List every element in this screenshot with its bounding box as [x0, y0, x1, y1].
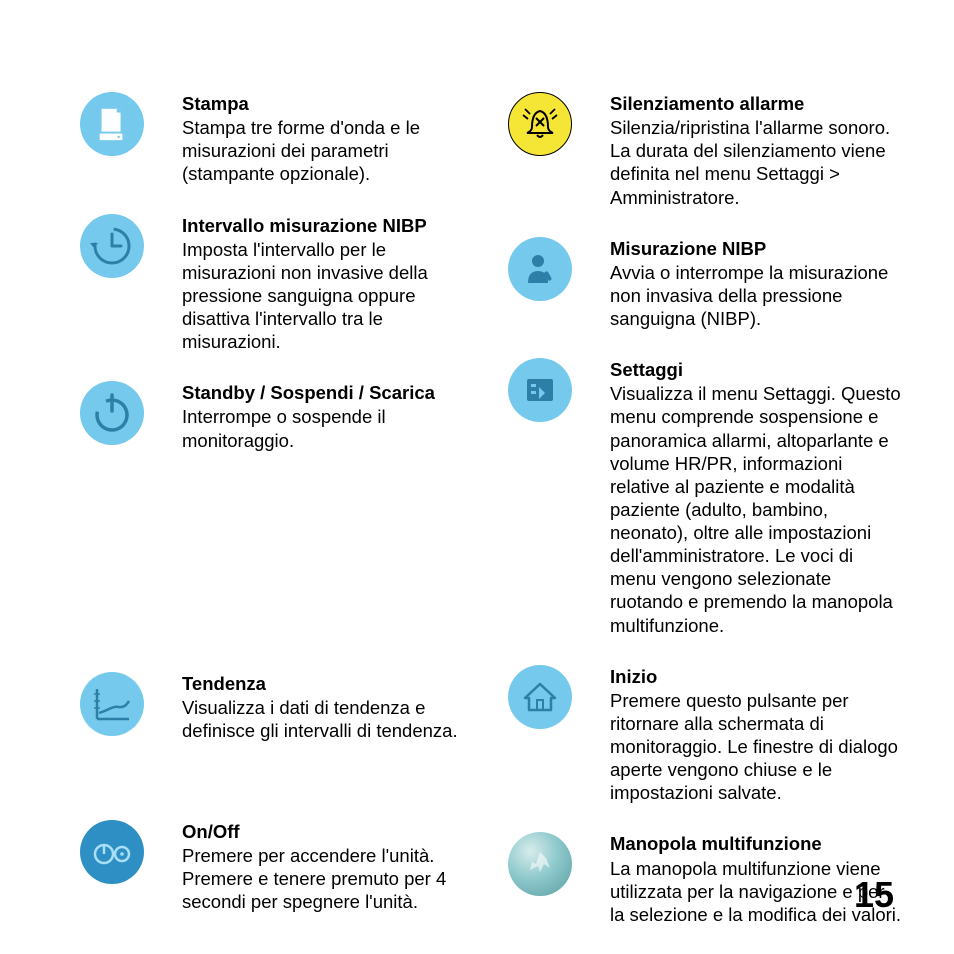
entry-stampa: Stampa Stampa tre forme d'onda e le misu…: [78, 90, 476, 186]
entry-title: Inizio: [610, 665, 904, 688]
entry-desc: Imposta l'intervallo per le misurazioni …: [182, 238, 476, 354]
entry-inizio: Inizio Premere questo pulsante per ritor…: [506, 663, 904, 805]
onoff-icon: [78, 818, 146, 886]
home-icon: [506, 663, 574, 731]
entry-nibp-interval: Intervallo misurazione NIBP Imposta l'in…: [78, 212, 476, 354]
entry-settaggi: Settaggi Visualizza il menu Settaggi. Qu…: [506, 356, 904, 637]
print-icon: [78, 90, 146, 158]
entry-knob: Manopola multifunzione La manopola multi…: [506, 830, 904, 926]
entry-title: Intervallo misurazione NIBP: [182, 214, 476, 237]
entry-desc: Visualizza i dati di tendenza e definisc…: [182, 696, 476, 742]
entry-silenziamento: Silenziamento allarme Silenzia/ripristin…: [506, 90, 904, 209]
page-number: 15: [854, 874, 894, 916]
entry-title: Misurazione NIBP: [610, 237, 904, 260]
entry-tendenza: Tendenza Visualizza i dati di tendenza e…: [78, 670, 476, 742]
entry-desc: Silenzia/ripristina l'allarme sonoro. La…: [610, 116, 904, 209]
entry-standby: Standby / Sospendi / Scarica Interrompe …: [78, 379, 476, 451]
clock-interval-icon: [78, 212, 146, 280]
alarm-silence-icon: [506, 90, 574, 158]
trend-icon: [78, 670, 146, 738]
entry-title: Settaggi: [610, 358, 904, 381]
entry-title: Standby / Sospendi / Scarica: [182, 381, 476, 404]
left-column: Stampa Stampa tre forme d'onda e le misu…: [78, 90, 476, 952]
nibp-person-icon: [506, 235, 574, 303]
entry-desc: Stampa tre forme d'onda e le misurazioni…: [182, 116, 476, 185]
entry-desc: Premere per accendere l'unità. Premere e…: [182, 844, 476, 913]
entry-title: Manopola multifunzione: [610, 832, 904, 855]
entry-nibp-meas: Misurazione NIBP Avvia o interrompe la m…: [506, 235, 904, 331]
entry-onoff: On/Off Premere per accendere l'unità. Pr…: [78, 818, 476, 914]
entry-title: On/Off: [182, 820, 476, 843]
columns: Stampa Stampa tre forme d'onda e le misu…: [78, 90, 904, 952]
power-standby-icon: [78, 379, 146, 447]
right-column: Silenziamento allarme Silenzia/ripristin…: [506, 90, 904, 952]
entry-desc: Visualizza il menu Settaggi. Questo menu…: [610, 382, 904, 636]
entry-desc: Interrompe o sospende il monitoraggio.: [182, 405, 476, 451]
settings-menu-icon: [506, 356, 574, 424]
entry-desc: Premere questo pulsante per ritornare al…: [610, 689, 904, 805]
entry-desc: Avvia o interrompe la misurazione non in…: [610, 261, 904, 330]
entry-title: Silenziamento allarme: [610, 92, 904, 115]
entry-title: Tendenza: [182, 672, 476, 695]
knob-icon: [506, 830, 574, 898]
entry-title: Stampa: [182, 92, 476, 115]
